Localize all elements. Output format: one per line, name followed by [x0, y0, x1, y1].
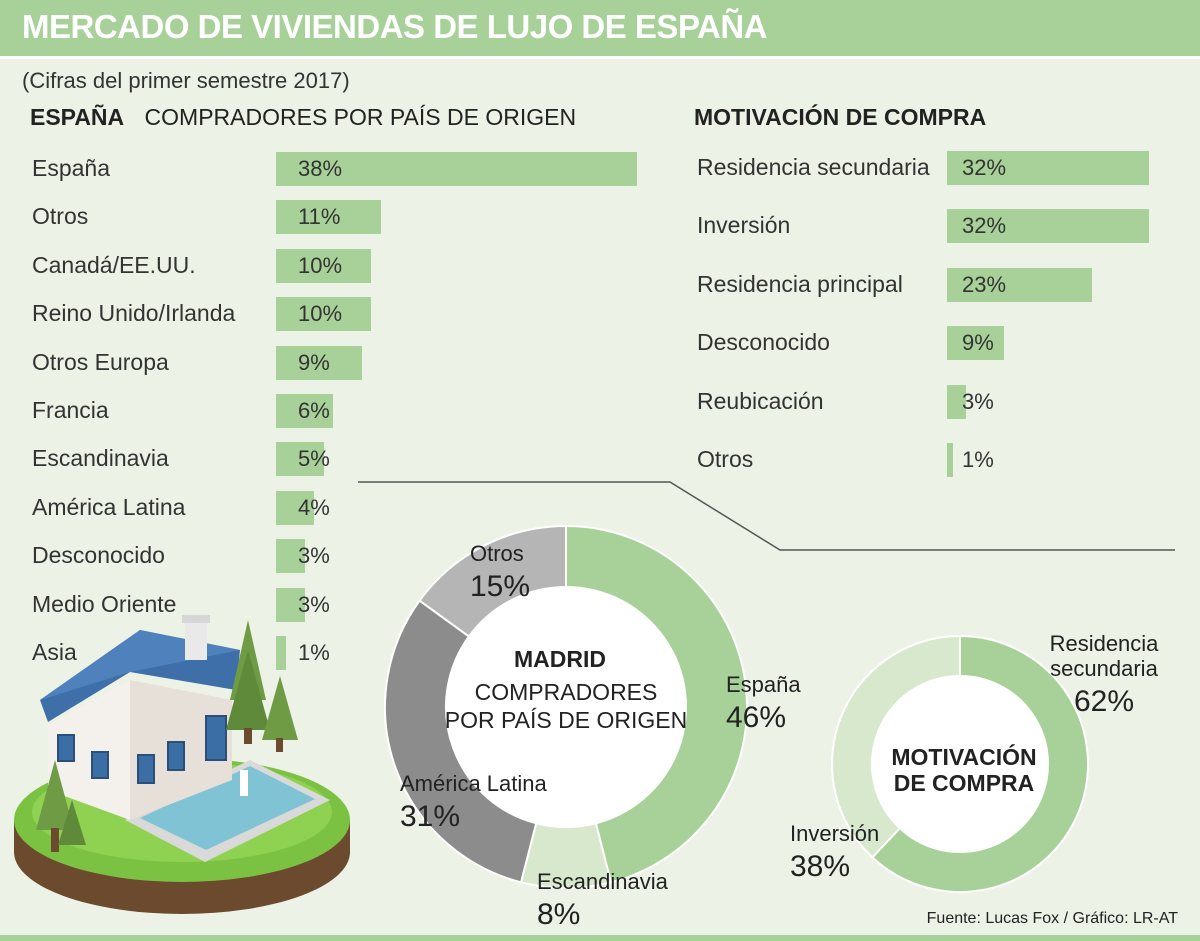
motivation-value-label: 32%	[962, 155, 1007, 180]
madrid-donut-line1: COMPRADORES	[475, 679, 658, 705]
spain-origin-value-label: 11%	[298, 204, 341, 230]
tree-icon	[262, 676, 298, 740]
motivation-value-label: 32%	[962, 213, 1007, 239]
tree-icon	[58, 800, 86, 845]
house-illustration	[14, 615, 350, 914]
spain-origin-value-label: 5%	[298, 446, 330, 472]
title-bar: MERCADO DE VIVIENDAS DE LUJO DE ESPAÑA	[0, 0, 1200, 59]
motivation-bar	[947, 151, 1149, 185]
spain-origin-value-label: 10%	[298, 252, 343, 278]
spain-origin-value-label: 3%	[298, 543, 330, 569]
page-subtitle: (Cifras del primer semestre 2017)	[22, 68, 350, 93]
madrid-origin-value-label: 46%	[726, 701, 786, 734]
spain-origin-value-label: 1%	[298, 640, 330, 665]
spain-origin-bar	[276, 200, 381, 235]
spain-origin-value-label: 3%	[298, 591, 330, 617]
motivation-category-label: Residencia secundaria	[697, 154, 930, 180]
spain-origin-value-label: 10%	[298, 301, 343, 327]
spain-region-label: ESPAÑA	[30, 104, 125, 130]
madrid-motivation-value-label: 38%	[790, 850, 850, 883]
motivation-bar	[947, 267, 1092, 302]
motivation-bar	[947, 326, 1004, 361]
madrid-origin-category-label: Otros	[470, 541, 524, 566]
spain-origin-category-label: Francia	[32, 397, 109, 423]
motivation-donut-line2: DE COMPRA	[894, 770, 1035, 796]
motivation-bar	[947, 209, 1149, 244]
spain-origin-value-label: 6%	[298, 398, 330, 423]
spain-origin-category-label: Otros Europa	[32, 348, 169, 375]
spain-origin-bar	[276, 539, 305, 574]
page-title: MERCADO DE VIVIENDAS DE LUJO DE ESPAÑA	[22, 8, 768, 45]
spain-origin-bar	[276, 248, 371, 283]
spain-origin-category-label: Medio Oriente	[32, 590, 177, 617]
spain-origin-value-label: 9%	[298, 349, 330, 375]
spain-origin-bar	[276, 152, 637, 186]
motivation-value-label: 1%	[962, 447, 994, 472]
motivation-category-label: Otros	[697, 446, 754, 472]
pool-ladder-icon	[240, 770, 248, 796]
tree-icon	[36, 760, 74, 830]
madrid-origin-category-label: España	[726, 672, 801, 697]
madrid-motivation-category-label: Residencia	[1050, 631, 1160, 656]
spain-origin-category-label: Canadá/EE.UU.	[32, 251, 196, 278]
madrid-motivation-value-label: 62%	[1074, 685, 1134, 718]
madrid-origin-value-label: 31%	[400, 800, 460, 833]
motivation-category-label: Residencia principal	[697, 270, 903, 297]
motivation-bar	[947, 384, 966, 419]
madrid-origin-category-label: América Latina	[400, 771, 548, 796]
madrid-donut-line2: POR PAÍS DE ORIGEN	[445, 707, 687, 733]
madrid-origin-donut-chart: España 46% Escandinavia 8% América Latina 31%…	[384, 524, 801, 931]
spain-origin-bar	[276, 297, 371, 332]
spain-origin-category-label: América Latina	[32, 493, 186, 520]
madrid-origin-category-label: Escandinavia	[537, 869, 669, 894]
motivation-donut-line1: MOTIVACIÓN	[891, 743, 1036, 770]
motivation-category-label: Desconocido	[697, 329, 830, 356]
spain-origin-category-label: España	[32, 155, 111, 181]
spain-origin-bar	[276, 345, 362, 380]
motivation-value-label: 3%	[962, 388, 994, 414]
spain-origin-category-label: Escandinavia	[32, 445, 169, 472]
madrid-origin-center	[446, 587, 686, 827]
spain-origin-category-label: Desconocido	[32, 542, 165, 569]
spain-origin-bar	[276, 442, 324, 477]
madrid-motivation-category-label: Inversión	[790, 821, 879, 846]
spain-origin-bar	[276, 490, 314, 525]
spain-origin-category-label: Asia	[32, 639, 77, 665]
motivation-value-label: 23%	[962, 271, 1007, 297]
madrid-origin-value-label: 8%	[537, 898, 580, 931]
spain-origin-category-label: Reino Unido/Irlanda	[32, 300, 236, 327]
spain-origin-value-label: 38%	[298, 156, 343, 181]
footer-divider	[0, 935, 1200, 941]
madrid-donut-region: MADRID	[514, 646, 606, 672]
spain-chart-title: COMPRADORES POR PAÍS DE ORIGEN	[144, 104, 577, 130]
motivation-category-label: Reubicación	[697, 387, 824, 414]
spain-origin-value-label: 4%	[298, 494, 330, 520]
spain-section-heading: ESPAÑA COMPRADORES POR PAÍS DE ORIGEN	[30, 104, 576, 131]
madrid-motivation-category-label: secundaria	[1050, 656, 1158, 681]
motivation-value-label: 9%	[962, 330, 994, 356]
motivation-section-heading: MOTIVACIÓN DE COMPRA	[694, 104, 986, 131]
spain-origin-bar	[276, 587, 305, 622]
motivation-chart-title: MOTIVACIÓN DE COMPRA	[694, 104, 987, 130]
spain-origin-bar	[276, 636, 286, 670]
connector-line	[358, 481, 1175, 551]
motivation-category-label: Inversión	[697, 212, 791, 239]
motivation-bar	[947, 443, 954, 477]
spain-origin-bar	[276, 394, 333, 428]
madrid-motivation-center	[872, 676, 1048, 852]
source-credit: Fuente: Lucas Fox / Gráfico: LR-AT	[926, 910, 1178, 927]
madrid-origin-value-label: 15%	[470, 570, 530, 603]
spain-origin-category-label: Otros	[32, 203, 89, 230]
